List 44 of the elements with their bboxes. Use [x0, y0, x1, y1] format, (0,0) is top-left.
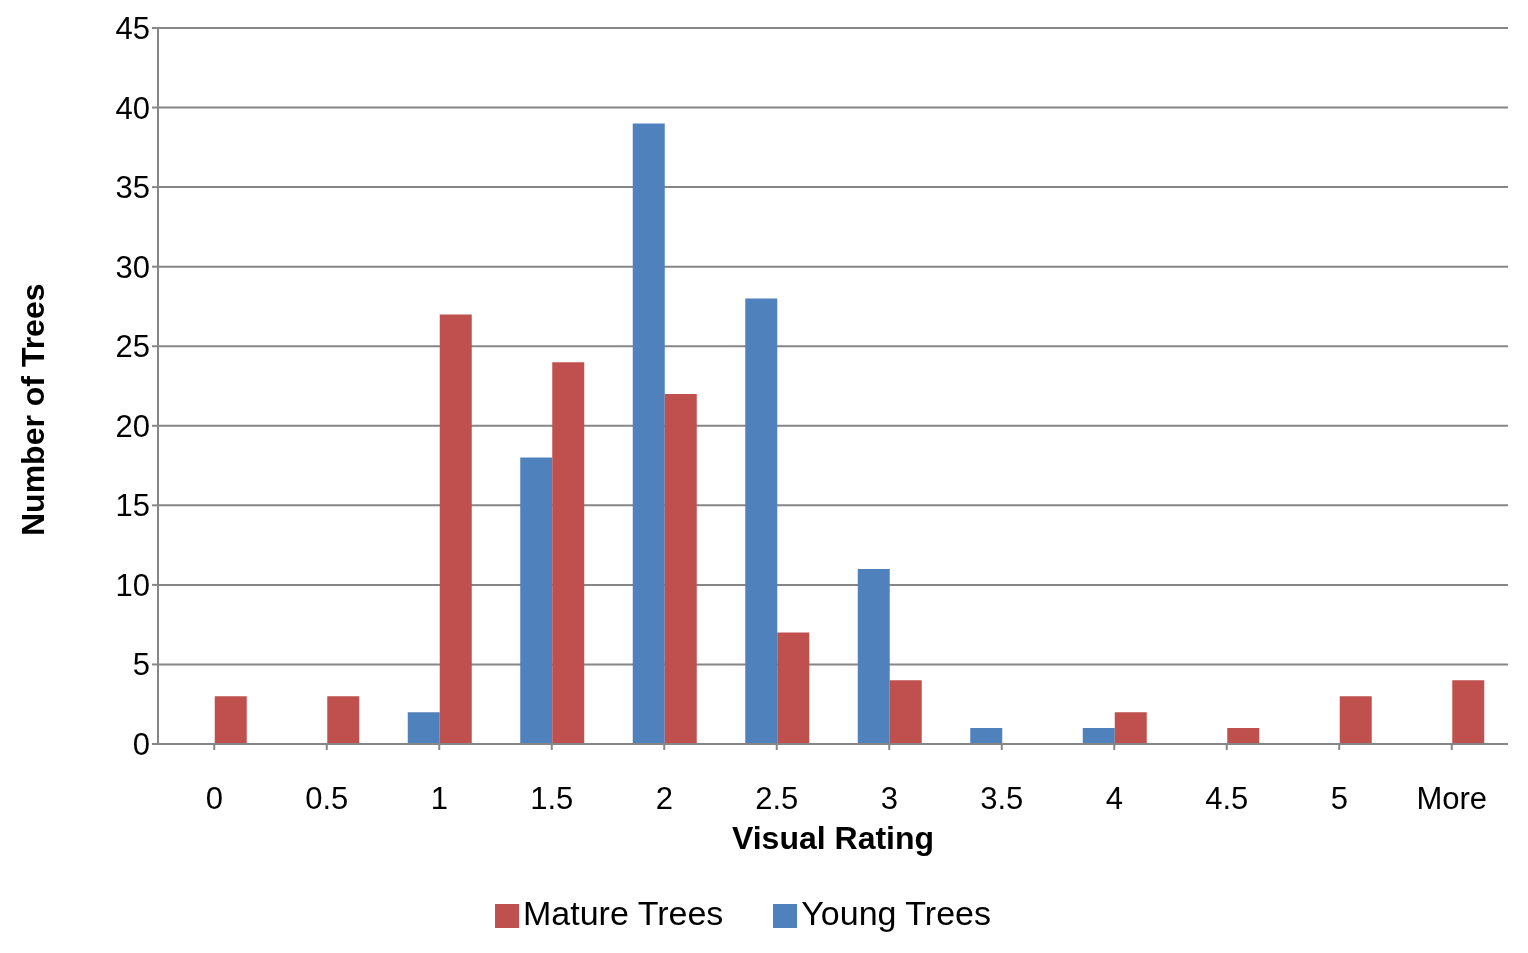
x-tick-label: 1.5 — [530, 781, 574, 817]
x-tick-label: 2 — [655, 781, 673, 817]
y-tick-label: 25 — [115, 329, 150, 365]
y-tick-label: 20 — [115, 408, 150, 444]
bar — [1339, 696, 1372, 744]
x-tick-label: 1 — [430, 781, 448, 817]
bar — [745, 298, 778, 744]
x-tick-label: 4.5 — [1205, 781, 1249, 817]
bar — [777, 632, 810, 744]
bar — [632, 123, 665, 744]
bar — [970, 728, 1003, 744]
bar — [407, 712, 440, 744]
bar — [552, 362, 585, 744]
x-tick-label: 0 — [205, 781, 223, 817]
x-tick-label: More — [1416, 781, 1488, 817]
bar — [889, 680, 922, 744]
bar — [1082, 728, 1115, 744]
bar — [214, 696, 247, 744]
x-tick-label: 3.5 — [980, 781, 1024, 817]
legend-label: Mature Trees — [523, 894, 724, 932]
y-tick-label: 30 — [115, 249, 150, 285]
x-tick-label: 5 — [1330, 781, 1348, 817]
bar — [1452, 680, 1485, 744]
bar — [1227, 728, 1260, 744]
y-tick-label: 10 — [115, 567, 150, 603]
bar — [520, 457, 553, 744]
bar — [664, 393, 697, 744]
y-tick-label: 45 — [115, 11, 150, 47]
bar — [439, 314, 472, 744]
bar — [857, 568, 890, 744]
y-tick-label: 15 — [115, 488, 150, 524]
y-tick-label: 0 — [132, 727, 150, 763]
bar — [327, 696, 360, 744]
y-axis-title: Number of Trees — [15, 283, 52, 536]
x-tick-label: 0.5 — [305, 781, 349, 817]
x-axis-title: Visual Rating — [731, 820, 935, 856]
x-tick-label: 2.5 — [755, 781, 799, 817]
x-tick-label: 3 — [880, 781, 898, 817]
bar — [1114, 712, 1147, 744]
y-tick-label: 35 — [115, 170, 150, 206]
y-tick-label: 40 — [115, 90, 150, 126]
y-tick-label: 5 — [132, 647, 150, 683]
x-tick-label: 4 — [1105, 781, 1123, 817]
legend-label: Young Trees — [801, 894, 991, 932]
